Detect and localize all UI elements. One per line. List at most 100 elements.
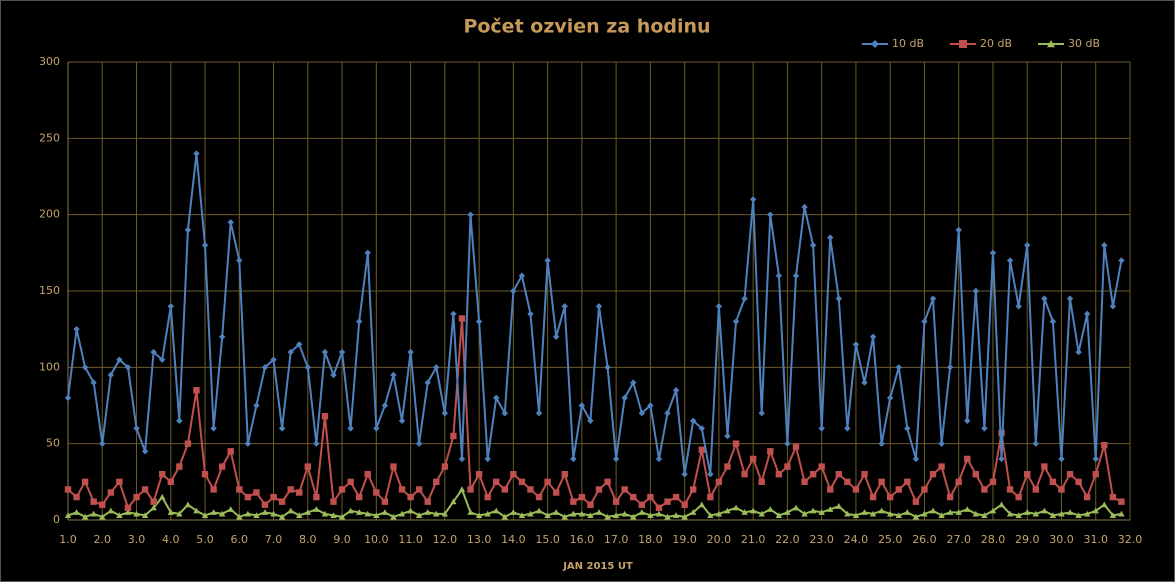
marker — [1092, 471, 1099, 478]
marker — [981, 425, 988, 432]
marker — [998, 501, 1005, 508]
marker — [450, 498, 457, 505]
marker — [141, 448, 149, 455]
marker — [64, 394, 72, 402]
marker — [296, 341, 303, 348]
marker — [964, 455, 971, 463]
x-tick-label: 13.0 — [467, 533, 492, 546]
marker — [253, 402, 260, 409]
legend-marker — [1047, 40, 1055, 48]
marker — [921, 510, 928, 517]
marker — [253, 512, 260, 518]
x-tick-label: 22.0 — [775, 533, 800, 546]
x-tick-label: 7.0 — [265, 533, 283, 546]
marker — [347, 478, 354, 486]
marker — [621, 394, 628, 402]
x-tick-label: 6.0 — [231, 533, 249, 546]
marker — [1118, 510, 1125, 517]
y-tick-label: 150 — [39, 284, 60, 297]
marker — [552, 509, 560, 515]
marker — [1101, 242, 1108, 249]
marker — [81, 513, 89, 520]
marker — [955, 226, 962, 234]
marker — [450, 310, 457, 318]
marker — [878, 440, 885, 447]
marker — [364, 510, 371, 517]
x-tick-label: 32.0 — [1118, 533, 1143, 546]
marker — [313, 493, 320, 501]
marker — [955, 478, 962, 486]
marker — [1109, 303, 1117, 310]
marker — [578, 510, 586, 517]
marker — [527, 486, 534, 493]
marker — [869, 493, 877, 501]
marker — [364, 471, 371, 478]
marker — [218, 463, 226, 470]
marker — [724, 463, 731, 470]
marker — [544, 478, 551, 486]
marker — [296, 512, 303, 518]
marker — [244, 510, 252, 517]
marker — [895, 512, 902, 518]
marker — [1101, 501, 1108, 508]
marker — [921, 318, 928, 325]
marker — [1058, 486, 1065, 493]
marker — [159, 493, 166, 500]
marker — [758, 409, 765, 417]
marker — [852, 512, 860, 518]
marker — [81, 364, 89, 371]
marker — [809, 471, 817, 478]
marker — [912, 498, 920, 505]
x-tick-label: 1.0 — [59, 533, 77, 546]
marker — [133, 493, 140, 501]
marker — [493, 394, 500, 402]
marker — [167, 478, 174, 486]
marker — [544, 257, 551, 264]
marker — [741, 509, 748, 515]
marker — [321, 348, 329, 356]
marker — [621, 486, 628, 493]
marker — [236, 486, 243, 493]
marker — [501, 409, 508, 417]
marker — [690, 509, 697, 515]
marker — [313, 440, 320, 447]
marker — [330, 371, 337, 379]
marker — [775, 471, 783, 478]
marker — [1006, 257, 1014, 264]
marker — [133, 510, 140, 517]
marker — [630, 513, 637, 520]
marker — [844, 478, 851, 486]
x-tick-label: 23.0 — [809, 533, 834, 546]
marker — [424, 379, 431, 386]
marker — [1049, 318, 1057, 325]
marker — [955, 509, 962, 515]
marker — [1075, 478, 1082, 486]
marker — [852, 486, 860, 493]
marker — [287, 486, 294, 493]
marker — [398, 510, 406, 517]
marker — [270, 493, 277, 501]
marker — [681, 501, 688, 508]
marker — [1041, 295, 1048, 302]
marker — [1049, 478, 1057, 486]
marker — [355, 509, 363, 515]
y-tick-label: 200 — [39, 208, 60, 221]
marker — [124, 364, 132, 371]
marker — [518, 512, 526, 518]
marker — [270, 510, 277, 517]
marker — [510, 509, 517, 515]
marker — [390, 371, 397, 379]
marker — [159, 356, 166, 363]
marker — [475, 471, 483, 478]
legend-label: 20 dB — [980, 37, 1012, 50]
marker — [801, 203, 808, 211]
x-tick-label: 4.0 — [162, 533, 180, 546]
marker — [107, 489, 115, 496]
marker — [1041, 507, 1048, 514]
marker — [647, 493, 654, 501]
marker — [475, 512, 483, 518]
marker — [193, 507, 200, 514]
marker — [467, 509, 474, 515]
marker — [595, 486, 603, 493]
marker — [501, 486, 508, 493]
